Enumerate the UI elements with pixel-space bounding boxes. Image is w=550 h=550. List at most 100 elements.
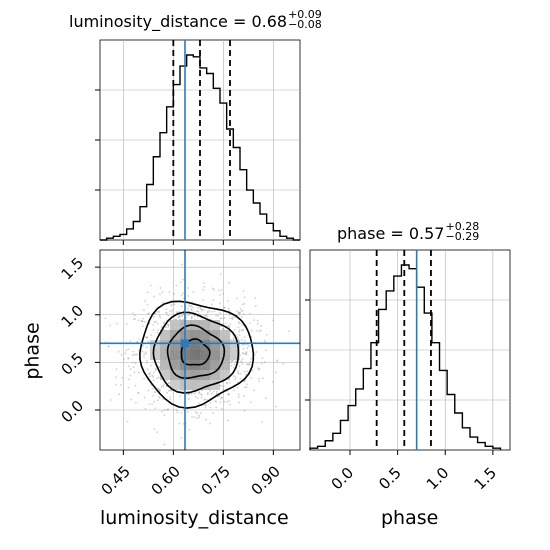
scatter-point [212,299,215,302]
scatter-point [146,336,149,338]
scatter-point [197,392,200,394]
joint-ytick-label-0: 0.0 [58,397,88,427]
scatter-point [173,292,176,295]
scatter-point [156,377,159,380]
right-hist-bin-4 [340,420,348,450]
scatter-point [219,397,222,400]
scatter-point [228,313,231,316]
scatter-point [145,337,148,339]
scatter-point [246,370,248,373]
scatter-point [153,400,156,403]
right-hist-bin-21 [470,437,478,450]
scatter-point [152,329,155,332]
density-cell [160,340,170,350]
scatter-point [181,314,184,317]
scatter-point [275,405,277,408]
scatter-point [153,315,155,318]
scatter-point [136,340,139,343]
scatter-point [148,403,151,406]
right-hist-bin-16 [432,343,440,450]
scatter-point [168,291,171,294]
title-minus: −0.29 [445,229,480,243]
density-cell [200,360,210,370]
scatter-point [147,340,150,343]
scatter-point [192,290,195,293]
scatter-point [187,393,190,396]
density-cell [220,340,230,350]
scatter-point [219,312,221,315]
scatter-point [152,371,155,374]
scatter-point [142,317,144,320]
scatter-point [146,291,149,294]
scatter-point [153,320,156,323]
top-hist-bin-24 [260,214,267,240]
scatter-point [238,313,241,316]
scatter-point [227,419,229,422]
scatter-point [217,314,219,317]
right-hist-bin-2 [325,441,333,450]
scatter-point [137,319,140,322]
contour-line-2 [166,324,226,380]
scatter-point [237,321,240,324]
scatter-point [147,389,150,392]
scatter-point [246,347,249,350]
scatter-point [228,281,230,284]
scatter-point [177,316,180,319]
scatter-point [143,309,145,312]
density-cell [200,330,210,340]
contour-line-1 [152,311,240,394]
scatter-point [156,331,159,334]
scatter-point [182,390,185,393]
scatter-point [241,309,244,312]
scatter-point [242,290,245,292]
right-hist-bin-20 [462,428,470,450]
scatter-point [243,336,246,338]
scatter-point [258,367,261,370]
scatter-point [203,282,205,285]
phase-xtick-label-0: 0.0 [328,464,358,494]
title-median: 0.68 [251,12,288,31]
scatter-point [256,329,258,332]
scatter-point [146,359,148,362]
scatter-point [120,383,123,386]
scatter-point [237,326,240,329]
scatter-point [223,306,226,309]
scatter-point [124,352,127,355]
scatter-point [118,393,121,396]
density-cell [200,350,210,360]
scatter-point [222,328,225,331]
density-cell [200,380,210,390]
scatter-point [129,374,132,377]
scatter-point [169,398,172,401]
scatter-point [167,389,170,392]
scatter-point [138,349,140,352]
density-cell [210,360,220,370]
scatter-point [259,329,262,331]
scatter-point [143,356,145,358]
scatter-point [228,309,231,312]
scatter-point [275,360,278,363]
scatter-point [274,371,277,374]
scatter-point [190,317,193,320]
scatter-point [227,393,230,395]
top-hist-bin-22 [247,190,254,240]
scatter-point [257,367,259,370]
scatter-point [206,391,209,394]
scatter-point [200,396,203,399]
scatter-point [167,408,169,410]
density-cell [220,360,230,370]
scatter-point [170,310,173,313]
scatter-point [235,297,238,300]
scatter-point [245,373,247,376]
joint-xtick-label-0: 0.45 [98,462,134,498]
scatter-point [197,307,200,309]
scatter-point [146,312,149,315]
density-cell [220,370,230,380]
scatter-point [237,372,240,375]
scatter-point [258,377,260,380]
scatter-point [225,381,228,384]
scatter-point [132,366,135,368]
top-hist-bin-26 [273,231,280,240]
right-hist-bin-17 [440,370,448,450]
density-cell [190,380,200,390]
